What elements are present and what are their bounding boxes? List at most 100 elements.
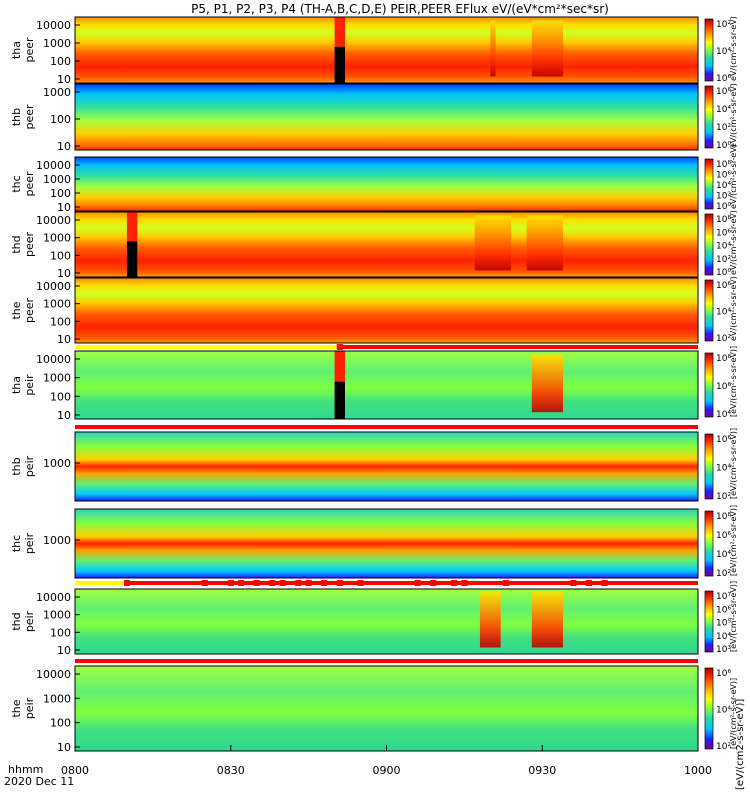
panel-species-label: peer xyxy=(23,37,36,63)
mode-marker xyxy=(321,580,328,586)
ytick-label: 1000 xyxy=(43,534,71,547)
ytick-label: 10000 xyxy=(36,591,71,604)
ytick-label: 10 xyxy=(57,201,71,214)
colorbar-units: [eV/(cm²-s-sr-eV)] xyxy=(729,346,738,417)
colorbar-tick-label: 10² xyxy=(716,334,731,344)
colorbar-units: [eV/(cm²-s-sr-eV)] xyxy=(729,678,738,749)
panel-frame xyxy=(74,508,699,579)
colorbar-tick-label: 10⁴ xyxy=(716,242,731,252)
time-axis-label: hhmm xyxy=(8,763,43,776)
mode-bar-yellow xyxy=(75,581,127,585)
mode-marker xyxy=(430,580,437,586)
panel-probe-label: tha xyxy=(10,376,23,394)
figure-title: P5, P1, P2, P3, P4 (TH-A,B,C,D,E) PEIR,P… xyxy=(191,2,609,16)
colorbar-tick-label: 10⁶ xyxy=(716,435,731,445)
burst-tha-peer-1 xyxy=(531,20,564,77)
mode-marker xyxy=(570,580,577,586)
xtick-label: 0900 xyxy=(373,764,401,777)
ytick-label: 10000 xyxy=(36,214,71,227)
colorbar-tick-label: 10⁰ xyxy=(716,141,731,151)
ytick-label: 100 xyxy=(50,187,71,200)
ytick-label: 10000 xyxy=(36,280,71,293)
mode-bar-1 xyxy=(75,425,698,429)
colorbar-tick-label: 10² xyxy=(716,569,731,579)
ytick-label: 1000 xyxy=(43,232,71,245)
spectrogram-thb-peer xyxy=(75,84,698,150)
mode-bar-red xyxy=(75,425,698,429)
ytick-label: 10 xyxy=(57,140,71,153)
ytick-label: 1000 xyxy=(43,692,71,705)
panel-probe-label: thc xyxy=(10,535,23,552)
colorbar-units-label: [eV/(cm2-s-sr-eV)] xyxy=(735,699,746,790)
mode-marker xyxy=(238,580,245,586)
panel-probe-label: the xyxy=(10,301,23,319)
panel-species-label: peir xyxy=(23,374,36,396)
ytick-label: 1000 xyxy=(43,173,71,186)
mode-marker xyxy=(279,580,286,586)
mode-bar-red xyxy=(75,659,698,663)
colorbar-tick-label: 10⁰ xyxy=(716,202,731,212)
mode-marker xyxy=(253,580,260,586)
colorbar-tick-label: 10⁴ xyxy=(716,550,731,560)
panel-species-label: peir xyxy=(23,532,36,554)
colorbar-tick-label: 10² xyxy=(716,123,731,133)
mode-marker xyxy=(461,580,468,586)
panel-frame xyxy=(74,277,699,344)
colorbar-tick-label: 10² xyxy=(716,20,731,30)
mode-bar-red xyxy=(75,345,698,349)
gap-thd-peer-0 xyxy=(126,241,138,277)
panel-tha-peir: 10 100 1000 10000 tha peir 10⁸ 10⁶ 10⁴[eV/(cm²-s… xyxy=(10,346,738,422)
spectrogram-tha-peir xyxy=(75,351,698,419)
colorbar-units: [eV/(cm²-s-sr-eV)] xyxy=(729,428,738,499)
spectrogram-thd-peer xyxy=(75,212,698,277)
panel-species-label: peir xyxy=(23,697,36,719)
colorbar-units: eV/(cm²-s-sr-eV) xyxy=(729,83,738,148)
colorbar-tha-peir xyxy=(704,352,714,418)
mode-marker xyxy=(269,580,276,586)
ytick-label: 10 xyxy=(57,333,71,346)
panel-probe-label: thd xyxy=(10,235,23,253)
panel-frame xyxy=(74,431,699,502)
xtick-label: 0930 xyxy=(528,764,556,777)
panel-frame xyxy=(74,588,699,655)
ytick-label: 100 xyxy=(50,113,71,126)
panel-probe-label: thd xyxy=(10,612,23,630)
mode-marker xyxy=(502,580,509,586)
colorbar-thb-peir xyxy=(704,433,714,500)
ytick-label: 10000 xyxy=(36,353,71,366)
spectrogram-the-peir xyxy=(75,666,698,751)
mode-marker xyxy=(295,580,302,586)
panel-thc-peir: 1000 thc peir 10⁸ 10⁶ 10⁴ 10²[eV/(cm²-s-sr-eV)… xyxy=(10,505,738,579)
spectrogram-thc-peir xyxy=(75,509,698,578)
burst-tha-peir-0 xyxy=(531,354,564,413)
colorbar-tick-label: 10² xyxy=(716,742,731,752)
colorbar-tick-label: 10⁶ xyxy=(716,87,731,97)
mode-bar-red xyxy=(75,581,698,585)
panel-probe-label: thb xyxy=(10,457,23,475)
gap-tha-peir-0 xyxy=(334,381,345,419)
panel-thb-peer: 10 100 1000 thb peer 10⁶ 10⁴ 10² 10⁰eV/(cm²-s-sr… xyxy=(10,83,738,153)
panel-thd-peer: 10 100 1000 10000 thd peer 10⁸ 10⁶ 10⁴ 10² 10⁰eV/(… xyxy=(10,210,738,280)
ytick-label: 10000 xyxy=(36,19,71,32)
colorbar-units: eV/(cm²-s-sr-eV) xyxy=(729,144,738,209)
colorbar-units: eV/(cm²-s-sr-eV) xyxy=(729,276,738,341)
panel-frame xyxy=(74,211,699,278)
colorbar-tick-label: 10⁴ xyxy=(716,105,731,115)
colorbar-tick-label: 10⁶ xyxy=(716,171,731,181)
colorbar-tick-label: 10⁶ xyxy=(716,531,731,541)
panel-frame xyxy=(74,156,699,212)
mode-marker xyxy=(357,580,364,586)
colorbar-tick-label: 10⁴ xyxy=(716,464,731,474)
colorbar-tick-label: 10² xyxy=(716,492,731,502)
panel-species-label: peer xyxy=(23,298,36,324)
mode-marker xyxy=(227,580,234,586)
colorbar-tick-label: 10⁵ xyxy=(716,619,731,629)
colorbar-tick-label: 10² xyxy=(716,255,731,265)
colorbar-tick-label: 10⁸ xyxy=(716,512,731,522)
mode-marker xyxy=(336,580,343,586)
ytick-label: 100 xyxy=(50,390,71,403)
panel-thd-peir: 10 100 1000 10000 thd peir 10⁷ 10⁶ 10⁵ 10⁴ 10³[eV/… xyxy=(10,581,738,657)
xtick-label: 1000 xyxy=(684,764,712,777)
gap-top-tha-peer-0 xyxy=(334,17,345,47)
